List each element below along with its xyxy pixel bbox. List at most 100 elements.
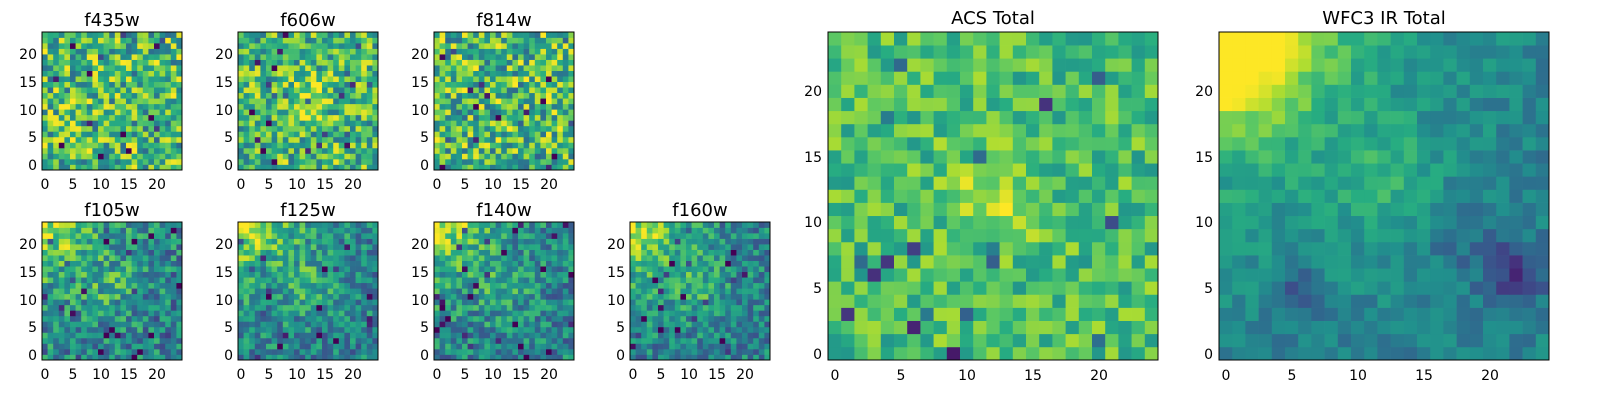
- heatmap-cell: [540, 343, 547, 350]
- heatmap-cell: [266, 321, 272, 328]
- heatmap-cell: [243, 59, 250, 66]
- heatmap-cell: [64, 304, 71, 311]
- heatmap-cell: [350, 87, 356, 94]
- heatmap-cell: [305, 321, 312, 328]
- heatmap-cell: [484, 87, 491, 94]
- heatmap-cell: [254, 81, 261, 88]
- heatmap-cell: [546, 120, 552, 127]
- heatmap-cell: [120, 142, 127, 149]
- heatmap-cell: [333, 321, 340, 328]
- heatmap-cell: [1118, 202, 1132, 217]
- heatmap-cell: [288, 299, 295, 306]
- heatmap-cell: [254, 227, 261, 234]
- heatmap-cell: [310, 271, 317, 278]
- heatmap-cell: [450, 277, 457, 284]
- heatmap-cell: [126, 92, 132, 99]
- heatmap-cell: [1078, 307, 1093, 321]
- heatmap-cell: [742, 255, 748, 261]
- heatmap-cell: [456, 288, 463, 295]
- heatmap-cell: [310, 109, 317, 116]
- heatmap-cell: [53, 277, 60, 284]
- heatmap-cell: [75, 70, 82, 77]
- heatmap-cell: [53, 59, 60, 66]
- heatmap-cell: [366, 103, 373, 110]
- heatmap-cell: [512, 233, 519, 239]
- heatmap-cell: [557, 321, 564, 328]
- heatmap-cell: [501, 310, 508, 317]
- heatmap-cell: [828, 163, 842, 177]
- heatmap-cell: [1065, 97, 1080, 112]
- heatmap-cell: [568, 304, 575, 311]
- heatmap-cell: [75, 120, 82, 127]
- heatmap-cell: [714, 244, 720, 250]
- heatmap-cell: [1026, 228, 1040, 243]
- heatmap-cell: [462, 238, 468, 245]
- heatmap-cell: [165, 142, 172, 149]
- heatmap-cell: [64, 288, 71, 295]
- heatmap-cell: [1012, 123, 1027, 138]
- heatmap-cell: [439, 131, 446, 138]
- heatmap-cell: [126, 288, 132, 295]
- heatmap-cell: [828, 241, 842, 256]
- heatmap-cell: [322, 238, 328, 245]
- heatmap-cell: [120, 158, 127, 165]
- heatmap-cell: [120, 92, 127, 99]
- heatmap-cell: [103, 120, 110, 127]
- heatmap-cell: [562, 98, 569, 105]
- heatmap-cell: [75, 277, 82, 284]
- heatmap-cell: [450, 147, 457, 154]
- heatmap-cell: [490, 249, 496, 256]
- heatmap-cell: [366, 48, 373, 55]
- heatmap-cell: [641, 277, 648, 284]
- heatmap-cell: [142, 59, 149, 66]
- heatmap-cell: [1052, 255, 1066, 269]
- heatmap-cell: [170, 326, 177, 333]
- heatmap-cell: [907, 228, 921, 243]
- heatmap-cell: [92, 147, 99, 154]
- heatmap-cell: [680, 271, 687, 278]
- heatmap-cell: [973, 123, 987, 138]
- heatmap-cell: [53, 238, 60, 245]
- heatmap-cell: [103, 321, 110, 328]
- heatmap-cell: [1118, 241, 1132, 256]
- heatmap-cell: [327, 164, 334, 171]
- heatmap-cell: [434, 70, 440, 77]
- heatmap-cell: [238, 114, 244, 121]
- heatmap-cell: [714, 271, 720, 278]
- heatmap-cell: [350, 271, 356, 278]
- heatmap-cell: [327, 92, 334, 99]
- heatmap-cell: [294, 54, 300, 60]
- heatmap-cell: [439, 125, 446, 132]
- heatmap-cell: [484, 222, 491, 228]
- heatmap-cell: [344, 277, 351, 284]
- heatmap-cell: [294, 120, 300, 127]
- heatmap-cell: [81, 153, 88, 160]
- heatmap-cell: [747, 337, 754, 344]
- heatmap-cell: [176, 59, 183, 66]
- heatmap-cell: [120, 282, 127, 289]
- heatmap-cell: [473, 54, 480, 60]
- heatmap-cell: [540, 271, 547, 278]
- heatmap-cell: [137, 321, 144, 328]
- heatmap-cell: [506, 244, 513, 250]
- heatmap-cell: [439, 153, 446, 160]
- heatmap-cell: [880, 346, 895, 361]
- y-tick-label: 20: [19, 237, 37, 253]
- heatmap-cell: [523, 103, 530, 110]
- heatmap-cell: [103, 277, 110, 284]
- heatmap-cell: [445, 54, 452, 60]
- heatmap-cell: [154, 321, 160, 328]
- heatmap-cell: [294, 310, 300, 317]
- heatmap-cell: [42, 153, 48, 160]
- heatmap-cell: [372, 310, 379, 317]
- heatmap-cell: [630, 255, 636, 261]
- heatmap-cell: [271, 244, 278, 250]
- heatmap-cell: [305, 59, 312, 66]
- heatmap-cell: [467, 147, 474, 154]
- heatmap-cell: [316, 54, 323, 60]
- heatmap-cell: [894, 241, 908, 256]
- heatmap-cell: [333, 299, 340, 306]
- heatmap-cell: [434, 136, 440, 143]
- heatmap-cell: [473, 43, 480, 49]
- heatmap-cell: [933, 136, 948, 151]
